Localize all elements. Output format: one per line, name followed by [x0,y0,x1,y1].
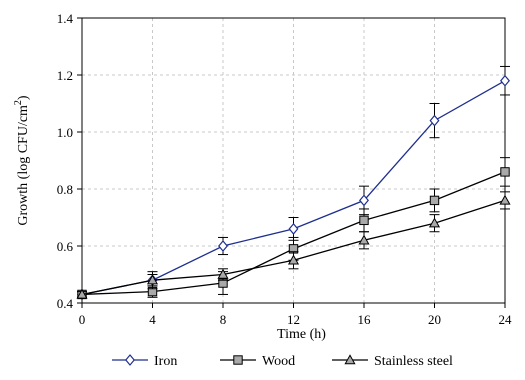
legend-label: Wood [262,354,295,369]
data-point-stainless-steel [76,288,88,299]
series-layer [76,65,511,301]
y-tick-label: 1.2 [57,68,73,83]
legend: Iron Wood Stainless steel [112,354,453,369]
x-tick-label: 0 [79,312,86,327]
data-point-wood [359,215,369,226]
x-axis-label: Time (h) [277,327,326,342]
x-tick-label: 4 [149,312,156,327]
data-point-stainless-steel [428,217,441,228]
legend-marker [233,355,243,365]
data-point-iron [288,222,299,235]
y-tick-label: 0.6 [57,239,74,254]
legend-item-iron: Iron [112,354,177,369]
data-point-stainless-steel [358,234,370,245]
y-tick-label: 1.4 [57,11,74,26]
data-point-iron [359,194,369,207]
x-tick-label: 12 [287,312,300,327]
legend-marker [344,354,356,365]
data-point-stainless-steel [146,274,159,285]
data-point-iron [500,74,510,87]
y-axis-label: Growth (log CFU/cm2) [13,95,31,226]
legend-marker [125,354,135,366]
x-tick-label: 8 [220,312,227,327]
x-tick-label: 20 [428,312,441,327]
legend-item-wood: Wood [220,354,295,369]
data-point-iron [218,240,228,252]
series-wood [77,157,510,300]
series-stainless-steel [76,191,511,299]
y-axis-label-close: ) [16,95,31,100]
x-tick-label: 24 [499,312,513,327]
y-axis-label-main: Growth (log CFU/cm [16,105,31,226]
data-point-iron [429,114,440,127]
data-point-stainless-steel [287,254,300,265]
data-point-stainless-steel [499,194,511,205]
y-tick-label: 1.0 [57,125,73,140]
data-point-stainless-steel [217,268,229,279]
data-point-wood [500,167,510,177]
y-tick-label: 0.8 [57,182,73,197]
legend-label: Stainless steel [374,354,453,369]
legend-label: Iron [154,354,177,369]
x-tick-label: 16 [358,312,372,327]
y-tick-label: 0.4 [57,296,74,311]
y-axis-label-superscript: 2 [13,100,24,105]
data-point-wood [429,195,440,206]
legend-item-stainless-steel: Stainless steel [332,354,453,369]
axis-ticks: 0 4 8 12 16 20 24 0.4 0.6 0.8 1.0 1.2 1.4 [57,11,512,327]
